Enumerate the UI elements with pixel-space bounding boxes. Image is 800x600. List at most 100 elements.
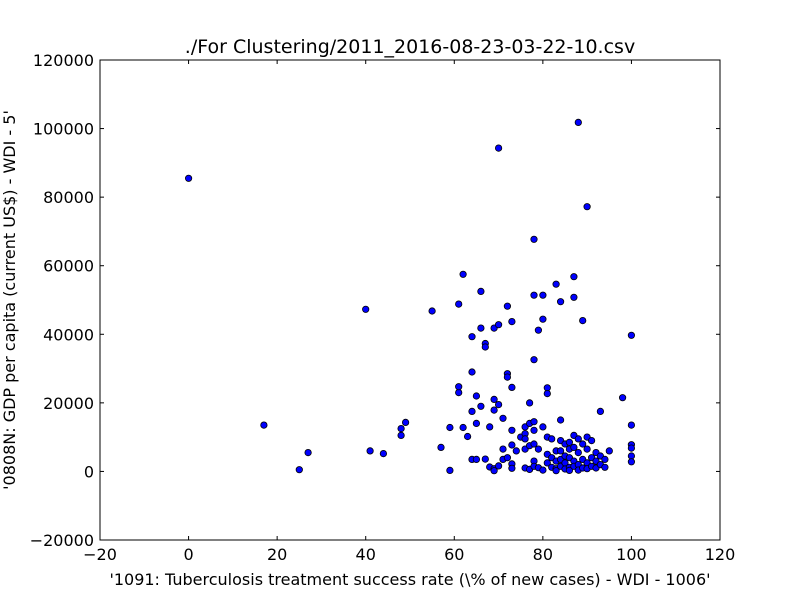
data-point-128: [583, 445, 591, 453]
data-point-119: [574, 448, 582, 457]
data-point-27: [477, 287, 485, 295]
data-point-12: [446, 466, 454, 474]
data-point-31: [481, 343, 489, 351]
data-point-43: [494, 462, 503, 470]
data-point-99: [556, 447, 565, 455]
x-tick-label: 40: [356, 545, 376, 564]
data-point-44: [499, 414, 507, 422]
y-tick-label: 40000: [43, 325, 94, 344]
data-point-137: [596, 407, 605, 415]
data-point-84: [543, 389, 551, 398]
points-layer: [185, 118, 636, 475]
data-point-29: [477, 402, 485, 410]
data-point-106: [565, 438, 574, 446]
data-point-142: [605, 447, 613, 455]
data-point-37: [490, 406, 498, 414]
data-point-70: [530, 356, 538, 364]
x-tick-label: 0: [183, 545, 193, 564]
data-point-2: [295, 466, 303, 474]
data-point-71: [530, 418, 538, 426]
data-point-91: [552, 280, 560, 288]
data-point-54: [508, 441, 516, 449]
data-point-36: [490, 395, 498, 403]
x-tick-label: 20: [267, 545, 287, 564]
data-point-96: [556, 298, 565, 306]
y-tick-label: 80000: [43, 188, 94, 207]
data-point-141: [601, 463, 609, 471]
data-point-41: [494, 321, 503, 329]
data-point-149: [627, 458, 636, 466]
data-point-97: [556, 416, 565, 424]
data-point-5: [366, 447, 374, 455]
data-point-49: [503, 373, 511, 381]
data-point-20: [468, 333, 476, 341]
data-point-61: [521, 435, 529, 443]
data-point-72: [530, 426, 538, 434]
data-point-14: [455, 388, 463, 397]
x-tick-label: 100: [616, 545, 647, 564]
data-point-7: [397, 431, 405, 439]
data-point-57: [512, 447, 520, 455]
data-point-123: [579, 440, 587, 448]
y-tick-label: 0: [84, 462, 94, 481]
data-point-114: [570, 443, 578, 451]
y-axis-label: '0808N: GDP per capita (current US$) - W…: [0, 110, 19, 490]
data-point-95: [552, 467, 560, 475]
data-point-117: [574, 118, 582, 127]
x-tick-label: 80: [533, 545, 553, 564]
ticks-layer: −20 0 20 40 60 80 100 120 −20000 0 20000 40000 60000…: [30, 51, 736, 564]
data-point-28: [477, 324, 485, 332]
data-point-9: [401, 418, 410, 426]
x-tick-label: 60: [444, 545, 464, 564]
data-point-40: [494, 144, 503, 152]
data-point-47: [503, 302, 511, 310]
data-point-39: [490, 467, 498, 475]
data-point-3: [304, 448, 312, 457]
data-point-87: [543, 459, 551, 467]
data-point-45: [499, 445, 507, 453]
y-tick-label: −20000: [30, 531, 94, 550]
data-point-1: [260, 421, 268, 429]
data-point-88: [548, 435, 556, 443]
data-point-42: [494, 400, 503, 409]
data-point-15: [455, 383, 463, 391]
data-point-10: [428, 307, 436, 315]
data-point-53: [508, 426, 516, 434]
data-point-56: [508, 464, 516, 472]
data-point-118: [574, 435, 582, 443]
data-point-26: [472, 419, 480, 427]
data-point-79: [539, 291, 547, 299]
data-point-22: [468, 407, 476, 415]
data-point-126: [583, 203, 591, 211]
data-point-111: [570, 273, 578, 281]
y-tick-label: 20000: [43, 394, 94, 413]
data-point-52: [508, 383, 516, 391]
data-point-8: [397, 424, 405, 433]
y-tick-label: 100000: [33, 120, 94, 139]
data-point-76: [534, 326, 543, 334]
y-tick-label: 120000: [33, 51, 94, 70]
data-point-34: [486, 423, 494, 431]
data-point-4: [362, 305, 370, 313]
chart-title: ./For Clustering/2011_2016-08-23-03-22-1…: [185, 36, 635, 58]
plot-frame: [99, 59, 721, 541]
data-point-81: [539, 423, 547, 431]
data-point-16: [455, 300, 463, 308]
data-point-110: [565, 466, 574, 474]
data-point-51: [508, 317, 516, 326]
data-point-80: [539, 315, 547, 323]
data-point-21: [468, 368, 476, 376]
data-point-24: [472, 392, 480, 400]
data-point-144: [627, 331, 636, 339]
data-point-77: [534, 445, 543, 453]
data-point-13: [446, 423, 454, 432]
data-point-68: [530, 235, 538, 243]
data-point-131: [587, 436, 596, 445]
data-point-0: [185, 174, 193, 182]
data-point-6: [379, 449, 387, 458]
data-point-19: [463, 432, 472, 441]
data-point-112: [570, 293, 578, 301]
data-point-25: [472, 455, 480, 463]
data-point-122: [579, 316, 587, 325]
